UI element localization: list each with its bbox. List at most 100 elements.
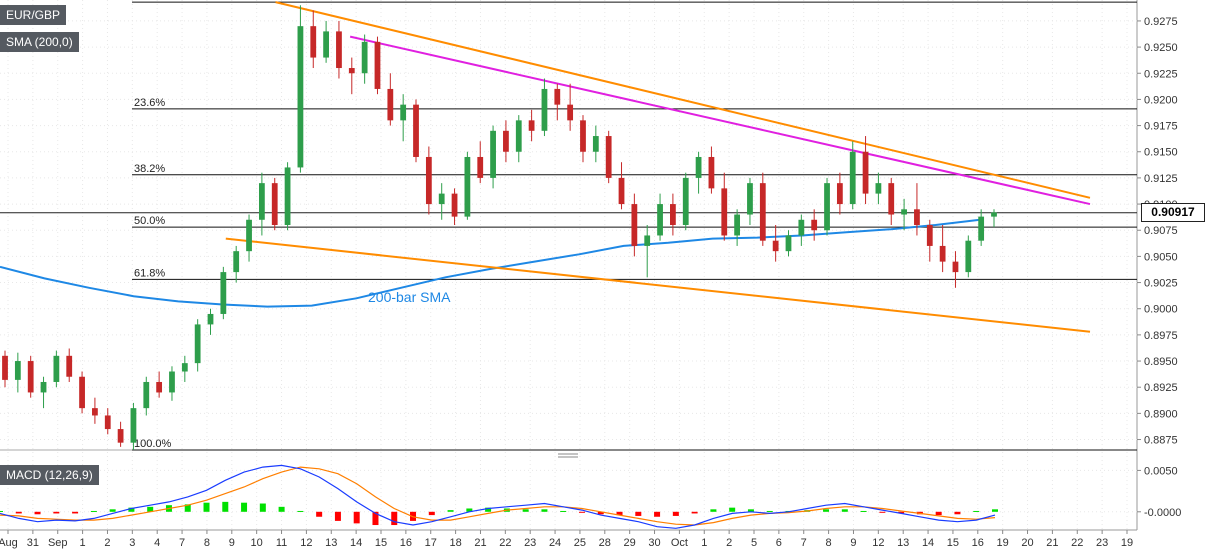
- x-tick-label: 5: [751, 537, 757, 549]
- macd-histogram-bar: [391, 511, 398, 526]
- candle-body: [181, 363, 188, 372]
- macd-histogram-bar: [128, 507, 135, 512]
- y-tick-label: 0.9000: [1144, 304, 1178, 316]
- candle-body: [143, 381, 150, 409]
- x-tick-label: Oct: [671, 537, 688, 549]
- candle-body: [451, 193, 458, 217]
- macd-histogram-bar: [53, 511, 60, 514]
- macd-histogram-bar: [879, 511, 886, 513]
- macd-histogram-bar: [485, 507, 492, 512]
- candle: [220, 266, 227, 320]
- candle: [631, 193, 638, 257]
- candle-body: [914, 209, 920, 225]
- candle-body: [92, 408, 98, 416]
- candle: [323, 20, 329, 63]
- candle-body: [939, 245, 946, 262]
- candle: [104, 408, 111, 435]
- x-tick-label: 28: [599, 537, 611, 549]
- symbol-badge: EUR/GBP: [0, 5, 67, 25]
- macd-line: [0, 464, 996, 529]
- candle: [978, 209, 985, 246]
- candle-body: [824, 183, 830, 231]
- candle: [490, 125, 496, 189]
- candle-body: [503, 130, 509, 152]
- candle: [605, 130, 612, 184]
- candle: [14, 352, 21, 393]
- macd-histogram-bar: [992, 509, 998, 512]
- candle-body: [425, 156, 432, 205]
- candle-body: [901, 209, 907, 215]
- candle-body: [14, 361, 21, 380]
- candle: [271, 177, 278, 231]
- candle: [901, 198, 907, 231]
- fibonacci-label: 50.0%: [134, 215, 165, 227]
- y-tick-label: 0.9125: [1144, 173, 1178, 185]
- candle-body: [695, 156, 702, 178]
- trendline-resistance: [349, 35, 1091, 206]
- macd-histogram-bar: [466, 508, 473, 512]
- candle: [79, 371, 85, 414]
- macd-histogram-bar: [597, 511, 604, 515]
- candle-body: [361, 41, 368, 74]
- candle-body: [580, 120, 586, 152]
- candle-body: [515, 120, 522, 152]
- macd-histogram-bar: [34, 511, 41, 515]
- candle-body: [708, 156, 715, 189]
- candle: [618, 162, 625, 210]
- candle: [169, 366, 175, 401]
- candle-body: [554, 88, 561, 105]
- candle: [965, 235, 972, 278]
- candle-body: [541, 88, 548, 131]
- macd-histogram-bar: [691, 511, 698, 514]
- macd-histogram-bar: [278, 506, 285, 512]
- x-tick-label: 13: [897, 537, 909, 549]
- macd-histogram-bar: [0, 510, 3, 512]
- trendline-channel-upper: [275, 1, 1091, 199]
- candle: [785, 230, 792, 257]
- x-tick-label: 16: [972, 537, 984, 549]
- candle: [888, 177, 895, 225]
- macd-y-tick-label: -0.0000: [1144, 507, 1181, 519]
- candle-body: [2, 355, 8, 380]
- candle-body: [592, 136, 599, 152]
- fibonacci-label: 0.0%: [134, 0, 159, 2]
- x-tick-label: Sep: [48, 537, 68, 549]
- candle-body: [297, 26, 304, 168]
- candle-body: [104, 415, 111, 430]
- x-tick-label: 15: [375, 537, 387, 549]
- x-tick-label: 22: [499, 537, 511, 549]
- candle: [258, 172, 265, 236]
- y-tick-label: 0.8950: [1144, 356, 1178, 368]
- candle: [849, 141, 856, 210]
- candle-body: [747, 183, 753, 215]
- candle-body: [194, 324, 201, 364]
- macd-histogram-bar: [147, 506, 154, 512]
- candle-body: [387, 88, 394, 121]
- candle: [862, 136, 869, 205]
- candle: [143, 376, 150, 416]
- y-tick-label: 0.9250: [1144, 42, 1178, 54]
- candle: [528, 109, 535, 142]
- candle-body: [464, 156, 471, 217]
- x-tick-label: 7: [801, 537, 807, 549]
- candle: [657, 193, 663, 241]
- candle-body: [657, 204, 663, 236]
- x-tick-label: Aug: [0, 537, 18, 549]
- x-tick-label: 7: [179, 537, 185, 549]
- x-tick-label: 2: [726, 537, 732, 549]
- candle: [670, 193, 676, 236]
- sma-200-line: [0, 218, 981, 308]
- candle-body: [490, 130, 496, 178]
- candle: [233, 245, 240, 283]
- candle: [156, 371, 163, 398]
- candle: [580, 115, 586, 163]
- candle-body: [926, 225, 933, 246]
- candle-body: [978, 216, 985, 241]
- macd-histogram-bar: [578, 511, 585, 513]
- candle: [772, 225, 779, 262]
- y-tick-label: 0.9075: [1144, 225, 1178, 237]
- x-tick-label: 25: [574, 537, 586, 549]
- macd-histogram-bar: [447, 510, 454, 512]
- fibonacci-label: 61.8%: [134, 267, 165, 279]
